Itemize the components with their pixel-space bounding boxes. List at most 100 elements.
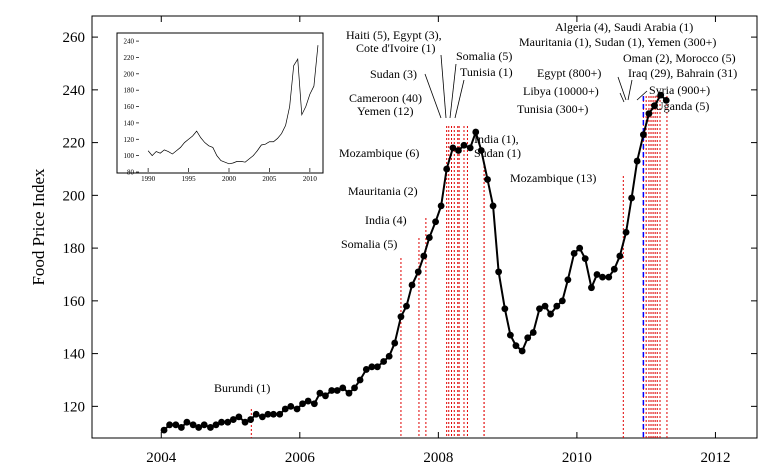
data-point [235, 413, 243, 421]
data-point [264, 410, 272, 418]
data-point [172, 421, 180, 429]
label-tunisia-2011: Tunisia (300+) [517, 102, 588, 116]
plot-frame [91, 15, 758, 439]
label-uganda: Uganda (5) [655, 99, 709, 113]
data-point [166, 421, 173, 429]
leader-line [454, 79, 465, 119]
inset-y-tick-label: 80 [127, 169, 135, 177]
data-point [633, 157, 641, 165]
inset-frame [116, 32, 324, 174]
data-point [177, 424, 185, 431]
label-mozambique-2008: Mozambique (6) [339, 146, 419, 160]
data-point [212, 421, 220, 429]
data-point [610, 265, 618, 273]
inset-y-tick-label: 220 [124, 54, 135, 62]
data-point [420, 252, 428, 260]
inset-x-tick-label: 1995 [182, 175, 197, 183]
label-burundi: Burundi (1) [214, 381, 270, 395]
data-point [200, 421, 208, 429]
data-point [328, 387, 336, 394]
data-point [616, 252, 624, 260]
label-algeria-saudi: Algeria (4), Saudi Arabia (1) [555, 20, 693, 34]
data-point [345, 389, 353, 397]
data-point [293, 405, 301, 413]
data-point [593, 271, 601, 278]
label-sudan-2008: Sudan (3) [370, 67, 417, 81]
data-point [541, 302, 549, 310]
leader-line [424, 73, 442, 119]
inset-y-tick-label: 160 [124, 103, 135, 111]
data-point [425, 234, 433, 241]
data-point [380, 358, 388, 365]
data-point [218, 418, 225, 426]
data-point [628, 194, 636, 202]
x-tick-label: 2004 [146, 450, 177, 466]
label-iraq-bahrain: Iraq (29), Bahrain (31) [628, 66, 737, 80]
y-tick-label: 140 [63, 347, 86, 363]
y-tick-label: 260 [63, 30, 86, 46]
label-haiti-egypt: Haiti (5), Egypt (3), [346, 28, 442, 42]
data-point [385, 352, 393, 360]
label-mauritania-2007: Mauritania (2) [348, 184, 418, 198]
data-point [397, 313, 405, 321]
label-egypt-2011: Egypt (800+) [537, 66, 601, 80]
data-point [373, 363, 381, 371]
label-cameroon: Cameroon (40) [349, 91, 422, 105]
data-point [189, 421, 197, 429]
y-axis-label: Food Price Index [29, 168, 48, 286]
label-somalia-2008: Somalia (5) [456, 49, 512, 63]
data-point [639, 131, 647, 139]
data-point [183, 418, 191, 426]
inset-y-tick-label: 100 [124, 152, 135, 160]
data-point [368, 363, 376, 371]
data-point [472, 128, 480, 136]
data-point [547, 310, 554, 318]
data-point [281, 405, 289, 413]
label-india-2007: India (4) [365, 213, 407, 227]
data-point [195, 424, 203, 431]
data-point [322, 392, 329, 400]
inset-y-tick-label: 240 [124, 38, 135, 46]
data-point [588, 284, 595, 292]
data-point [449, 144, 457, 152]
data-point [460, 141, 468, 149]
data-point [403, 302, 410, 310]
data-point [270, 410, 277, 418]
data-point [259, 413, 266, 421]
data-point [553, 302, 561, 310]
label-tunisia-2008: Tunisia (1) [460, 65, 513, 79]
data-point [316, 389, 324, 397]
data-point [276, 410, 284, 418]
data-point [351, 384, 358, 392]
data-point [391, 339, 399, 347]
data-point [645, 110, 653, 117]
data-point [362, 366, 370, 373]
data-point [518, 347, 526, 355]
y-tick-label: 240 [63, 83, 86, 99]
data-point [310, 400, 318, 408]
inset-y-tick-label: 180 [124, 87, 135, 95]
label-yemen-2008: Yemen (12) [357, 104, 413, 118]
inset-x-tick-label: 2005 [262, 175, 277, 183]
data-point [657, 91, 665, 99]
x-tick-label: 2010 [562, 450, 592, 466]
label-oman-morocco: Oman (2), Morocco (5) [623, 51, 736, 65]
label-libya-2011: Libya (10000+) [523, 84, 599, 98]
inset-y-tick-label: 140 [124, 119, 135, 127]
data-point [524, 334, 532, 342]
data-point [477, 147, 485, 154]
data-point [252, 410, 260, 418]
data-point [432, 218, 439, 226]
label-mozambique-2010: Mozambique (13) [510, 171, 596, 185]
data-point [241, 418, 249, 426]
label-mauritania-sudan-yemen: Mauritania (1), Sudan (1), Yemen (300+) [519, 35, 716, 49]
data-point [576, 244, 584, 252]
data-point [512, 342, 520, 350]
label-sudan-late-2008: Sudan (1) [474, 146, 521, 160]
y-tick-label: 180 [63, 241, 86, 257]
data-point [662, 97, 670, 104]
data-point [299, 400, 306, 408]
inset-line [147, 45, 319, 165]
inset-x-tick-label: 2010 [303, 175, 318, 183]
data-point [356, 376, 364, 384]
